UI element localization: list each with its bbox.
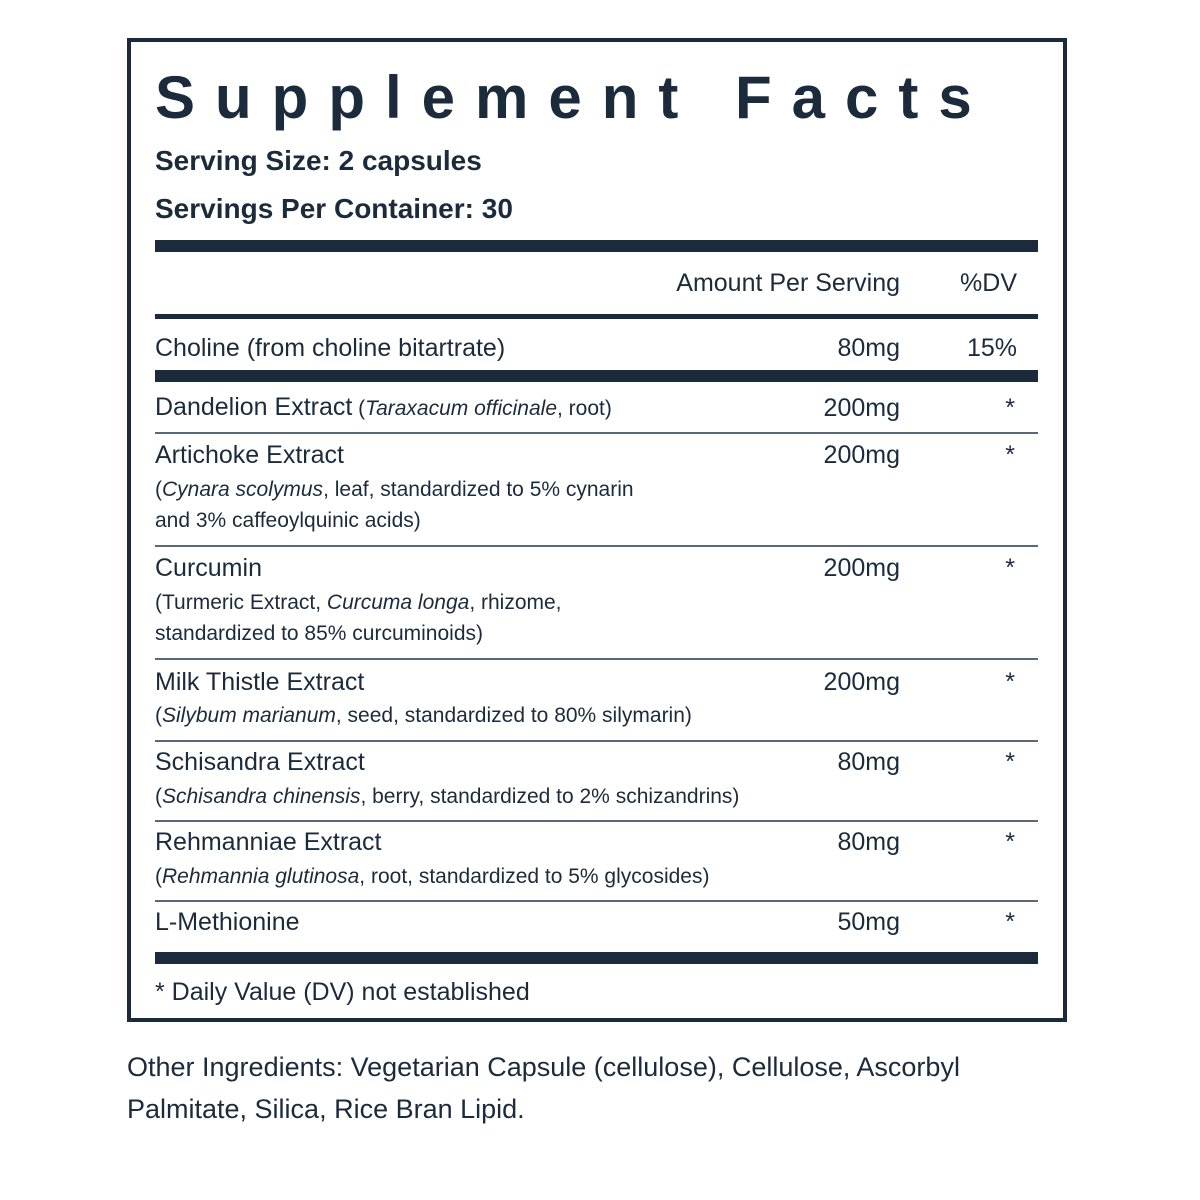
detail-text: , root, standardized to 5% glycosides) [359, 865, 710, 888]
detail-text: , leaf, standardized to 5% cynarin [323, 478, 634, 501]
serving-size: Serving Size: 2 capsules [155, 145, 482, 176]
ingredient-name: Milk Thistle Extract [155, 667, 364, 697]
latin-name: Schisandra chinensis [162, 785, 361, 808]
latin-name: Rehmannia glutinosa [162, 865, 360, 888]
daily-value: * [1005, 828, 1015, 856]
amount: 80mg [837, 334, 900, 362]
row-divider [155, 432, 1038, 434]
column-header: %DV [960, 269, 1017, 297]
detail-text: ( [155, 785, 162, 808]
ingredient-label: Rehmanniae Extract [155, 828, 382, 856]
ingredient-label: Schisandra Extract [155, 748, 365, 776]
servings-per-container: Servings Per Container: 30 [155, 193, 513, 224]
ingredient-name: Schisandra Extract [155, 747, 365, 777]
ingredient-name: Artichoke Extract [155, 440, 344, 470]
daily-value: 15% [966, 334, 1017, 362]
latin-name: Cynara scolymus [162, 478, 324, 501]
detail-text: (Turmeric Extract, [155, 591, 327, 614]
daily-value: * [1005, 394, 1015, 422]
daily-value: * [1005, 441, 1015, 469]
latin-name: Taraxacum officinale [365, 397, 557, 420]
title: Supplement Facts [155, 64, 992, 131]
detail-text: ( [155, 704, 162, 727]
thick-rule [155, 952, 1038, 964]
detail-text: , root) [557, 397, 612, 420]
other-ingredients: Other Ingredients: Vegetarian Capsule (c… [127, 1052, 960, 1124]
ingredient-label: Curcumin [155, 554, 262, 582]
daily-value: * [1005, 668, 1015, 696]
amount: 200mg [823, 554, 900, 582]
ingredient-name: Choline (from choline bitartrate) [155, 333, 505, 363]
amount: 80mg [837, 748, 900, 776]
detail-text: ( [358, 397, 366, 420]
detail-text: ( [155, 478, 162, 501]
ingredient-name: Dandelion Extract (Taraxacum officinale,… [155, 392, 612, 424]
ingredient-label: Choline (from choline bitartrate) [155, 334, 506, 362]
detail-text: , berry, standardized to 2% schizandrins… [360, 785, 740, 808]
facts-panel [127, 38, 1067, 1022]
ingredient-label: Dandelion Extract [155, 393, 353, 421]
amount: 200mg [823, 668, 900, 696]
daily-value: * [1005, 908, 1015, 936]
row-divider [155, 545, 1038, 547]
amount: 200mg [823, 441, 900, 469]
ingredient-label: L-Methionine [155, 908, 300, 936]
ingredient-name: L-Methionine [155, 907, 300, 937]
ingredient-name: Rehmanniae Extract [155, 827, 382, 857]
row-divider [155, 820, 1038, 822]
ingredient-detail: (Silybum marianum, seed, standardized to… [155, 703, 692, 729]
detail-text: and 3% caffeoylquinic acids) [155, 509, 421, 532]
latin-name: Silybum marianum [162, 704, 336, 727]
amount: 50mg [837, 908, 900, 936]
ingredient-detail: (Schisandra chinensis, berry, standardiz… [155, 784, 739, 810]
ingredient-detail: and 3% caffeoylquinic acids) [155, 508, 421, 534]
ingredient-detail: (Rehmannia glutinosa, root, standardized… [155, 864, 709, 890]
row-divider [155, 740, 1038, 742]
row-divider [155, 900, 1038, 902]
detail-text: , seed, standardized to 80% silymarin) [335, 704, 692, 727]
amount: 80mg [837, 828, 900, 856]
detail-text: standardized to 85% curcuminoids) [155, 622, 484, 645]
amount: 200mg [823, 394, 900, 422]
detail-text: , rhizome, [469, 591, 562, 614]
ingredient-name: Curcumin [155, 553, 262, 583]
ingredient-detail: standardized to 85% curcuminoids) [155, 621, 483, 647]
ingredient-detail: (Taraxacum officinale, root) [352, 397, 612, 420]
latin-name: Curcuma longa [326, 591, 470, 614]
ingredient-label: Artichoke Extract [155, 441, 344, 469]
ingredient-detail: (Turmeric Extract, Curcuma longa, rhizom… [155, 590, 562, 616]
thick-rule [155, 370, 1038, 382]
thick-rule [155, 240, 1038, 252]
ingredient-detail: (Cynara scolymus, leaf, standardized to … [155, 477, 634, 503]
column-header: Amount Per Serving [676, 269, 900, 297]
rule [155, 314, 1038, 319]
row-divider [155, 658, 1038, 660]
detail-text: ( [155, 865, 162, 888]
ingredient-label: Milk Thistle Extract [155, 668, 365, 696]
daily-value: * [1005, 554, 1015, 582]
daily-value: * [1005, 748, 1015, 776]
footnote: * Daily Value (DV) not established [155, 978, 530, 1006]
